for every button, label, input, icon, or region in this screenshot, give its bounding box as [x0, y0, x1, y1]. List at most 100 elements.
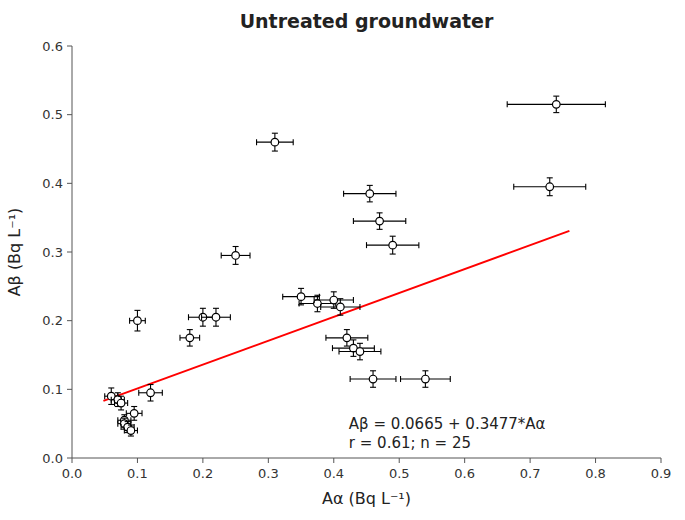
x-error-cap	[400, 376, 401, 382]
x-error-cap	[374, 345, 375, 351]
y-error-cap	[367, 201, 373, 202]
point	[212, 313, 220, 321]
y-error-bar	[377, 213, 383, 229]
y-error-cap	[131, 420, 137, 421]
x-tick-label: 0.3	[258, 466, 279, 481]
x-error-cap	[299, 301, 300, 307]
x-error-bar	[126, 410, 142, 416]
x-error-cap	[129, 318, 130, 324]
point	[130, 410, 138, 418]
y-tick	[67, 458, 72, 459]
point	[271, 138, 279, 146]
point	[389, 241, 397, 249]
y-error-cap	[115, 392, 121, 393]
x-tick	[137, 458, 138, 463]
x-error-cap	[585, 184, 586, 190]
x-error-bar	[139, 390, 163, 396]
y-error-bar	[272, 133, 278, 151]
x-error-bar	[314, 297, 353, 303]
y-tick	[67, 252, 72, 253]
x-error-cap	[121, 424, 122, 430]
y-tick-label: 0.4	[42, 176, 63, 191]
x-error-cap	[221, 252, 222, 258]
y-error-cap	[125, 421, 131, 422]
y-error-cap	[128, 435, 134, 436]
y-error-cap	[390, 236, 396, 237]
x-error-cap	[141, 410, 142, 416]
y-error-bar	[422, 371, 428, 387]
x-tick	[268, 458, 269, 463]
y-tick	[67, 320, 72, 321]
x-error-cap	[201, 314, 202, 320]
y-error-cap	[121, 418, 127, 419]
x-tick	[661, 458, 662, 463]
x-error-cap	[138, 390, 139, 396]
x-tick-label: 0.2	[193, 466, 214, 481]
y-tick-label: 0.3	[42, 245, 63, 260]
x-tick-label: 0.1	[127, 466, 148, 481]
annotation-text: Aβ = 0.0665 + 0.3477*Aα	[349, 415, 546, 433]
x-tick-label: 0.8	[585, 466, 606, 481]
y-error-cap	[134, 330, 140, 331]
y-error-cap	[272, 151, 278, 152]
x-tick	[333, 458, 334, 463]
point	[232, 252, 240, 260]
x-error-bar	[180, 335, 200, 341]
y-error-cap	[422, 387, 428, 388]
axes: 0.00.10.20.30.40.50.60.70.80.90.00.10.20…	[42, 39, 671, 482]
x-tick-label: 0.0	[62, 466, 83, 481]
point	[422, 375, 430, 383]
x-error-bar	[321, 304, 360, 310]
x-error-cap	[114, 400, 115, 406]
y-error-cap	[547, 177, 553, 178]
y-error-cap	[272, 133, 278, 134]
x-error-cap	[104, 393, 105, 399]
x-error-cap	[282, 294, 283, 300]
fit-line	[103, 231, 569, 401]
x-error-cap	[450, 376, 451, 382]
x-error-bar	[339, 349, 381, 355]
x-error-bar	[326, 335, 368, 341]
y-error-cap	[131, 406, 137, 407]
x-error-cap	[350, 376, 351, 382]
x-error-cap	[418, 242, 419, 248]
y-error-cap	[344, 329, 350, 330]
y-error-bar	[367, 185, 373, 201]
title: Untreated groundwater	[240, 10, 494, 32]
y-error-bar	[187, 330, 193, 346]
y-error-cap	[553, 112, 559, 113]
y-error-bar	[547, 178, 553, 196]
y-error-bar	[337, 299, 343, 315]
chart: Untreated groundwater0.00.10.20.30.40.50…	[0, 0, 685, 520]
x-error-cap	[179, 335, 180, 341]
y-error-cap	[108, 387, 114, 388]
x-error-cap	[395, 376, 396, 382]
y-error-cap	[337, 315, 343, 316]
x-error-bar	[353, 218, 405, 224]
y-error-cap	[148, 384, 154, 385]
x-error-cap	[353, 218, 354, 224]
point	[127, 427, 135, 435]
y-error-cap	[148, 400, 154, 401]
x-error-bar	[401, 376, 451, 382]
x-error-cap	[124, 428, 125, 434]
y-error-cap	[108, 404, 114, 405]
point	[552, 101, 560, 109]
y-error-cap	[377, 212, 383, 213]
x-tick	[399, 458, 400, 463]
y-error-bar	[128, 425, 134, 436]
y-error-bar	[213, 308, 219, 326]
x-error-bar	[350, 376, 396, 382]
y-error-cap	[213, 326, 219, 327]
y-error-bar	[350, 340, 356, 356]
point	[186, 334, 194, 342]
x-error-cap	[162, 390, 163, 396]
y-tick	[67, 183, 72, 184]
x-tick-label: 0.6	[454, 466, 475, 481]
y-error-bar	[131, 407, 137, 421]
point	[546, 183, 554, 191]
y-error-cap	[213, 308, 219, 309]
x-error-bar	[514, 184, 586, 190]
point	[330, 296, 338, 304]
x-error-cap	[332, 345, 333, 351]
